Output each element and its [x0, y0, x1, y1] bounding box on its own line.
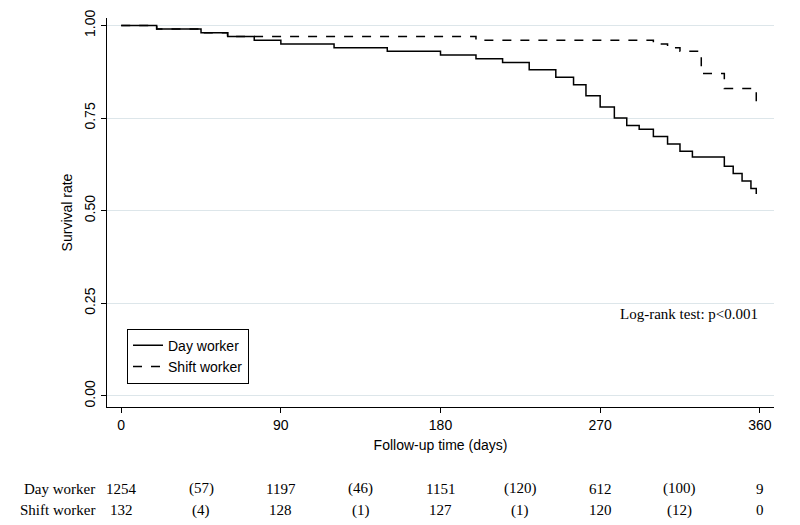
svg-text:127: 127 — [429, 502, 452, 518]
svg-text:360: 360 — [748, 417, 772, 433]
svg-text:0.00: 0.00 — [82, 380, 98, 407]
svg-text:1254: 1254 — [106, 481, 137, 497]
svg-text:9: 9 — [756, 481, 764, 497]
svg-text:(120): (120) — [504, 480, 537, 497]
svg-text:(46): (46) — [348, 480, 373, 497]
svg-text:Follow-up time (days): Follow-up time (days) — [374, 437, 508, 453]
svg-text:Survival rate: Survival rate — [59, 173, 75, 251]
svg-text:1197: 1197 — [266, 481, 296, 497]
svg-text:Day worker: Day worker — [24, 481, 95, 497]
svg-text:90: 90 — [273, 417, 289, 433]
svg-text:120: 120 — [589, 502, 612, 518]
svg-text:(4): (4) — [192, 502, 210, 519]
svg-text:612: 612 — [589, 481, 612, 497]
svg-text:180: 180 — [429, 417, 453, 433]
svg-text:0: 0 — [117, 417, 125, 433]
svg-text:(57): (57) — [189, 480, 214, 497]
svg-text:(12): (12) — [667, 502, 692, 519]
svg-text:0.50: 0.50 — [82, 195, 98, 222]
svg-text:(100): (100) — [663, 480, 696, 497]
svg-text:(1): (1) — [511, 502, 529, 519]
svg-text:270: 270 — [588, 417, 612, 433]
svg-text:Shift worker: Shift worker — [168, 359, 242, 375]
svg-text:1.00: 1.00 — [82, 9, 98, 36]
svg-text:128: 128 — [269, 502, 292, 518]
svg-text:Log-rank test: p<0.001: Log-rank test: p<0.001 — [620, 306, 758, 322]
svg-text:1151: 1151 — [426, 481, 455, 497]
svg-text:0.25: 0.25 — [82, 287, 98, 314]
svg-text:(1): (1) — [352, 502, 370, 519]
svg-text:0.75: 0.75 — [82, 102, 98, 129]
svg-text:Day worker: Day worker — [168, 338, 239, 354]
svg-text:132: 132 — [110, 502, 133, 518]
svg-text:Shift worker: Shift worker — [20, 502, 95, 518]
svg-text:0: 0 — [756, 502, 764, 518]
